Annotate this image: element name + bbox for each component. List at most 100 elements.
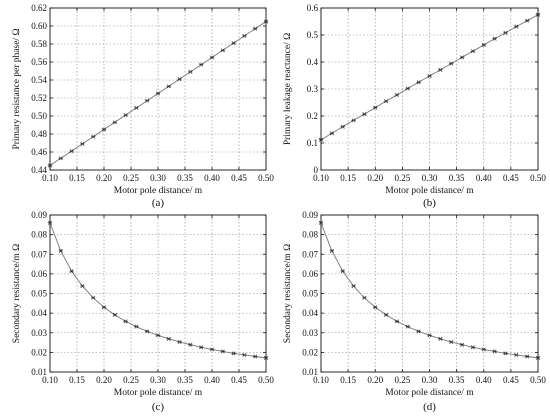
x-tick-label: 0.40 [204,173,220,183]
data-point [123,113,128,118]
grid-lines [321,8,538,170]
data-point [329,248,335,253]
data-point [209,55,215,60]
y-tick-label: 0.04 [31,308,47,318]
y-axis-label: Secondary resistance/m Ω [283,244,293,343]
y-tick-label: 0.58 [31,39,47,49]
x-tick-label: 0.20 [367,375,383,385]
x-tick-label: 0.25 [395,173,411,183]
y-tick-label: 0.3 [307,84,319,94]
panel-caption: (d) [423,401,436,413]
data-point [394,92,400,97]
x-tick-label: 0.35 [177,173,193,183]
data-point [481,347,486,352]
data-point [514,24,519,29]
x-tick-label: 0.45 [503,173,519,183]
y-tick-label: 0.04 [302,308,318,318]
data-point [199,345,204,350]
x-tick-label: 0.45 [231,173,247,183]
y-tick-label: 0.4 [307,57,319,67]
data-point [101,127,107,132]
data-point [340,269,345,274]
data-point [535,355,541,360]
grid-lines [50,8,266,170]
y-tick-label: 0.09 [31,210,47,220]
data-point [80,141,85,146]
data-point [155,91,161,96]
data-point [362,112,367,117]
data-point [438,336,443,341]
data-point [263,355,269,360]
y-tick-label: 0.5 [307,30,319,40]
data-point [145,98,150,103]
data-point [112,120,117,125]
data-point [503,351,508,356]
data-point [340,124,345,129]
data-point [449,339,454,344]
x-tick-label: 0.25 [123,173,139,183]
y-tick-label: 0.05 [302,289,318,299]
data-point [459,55,465,60]
y-axis-label: Primary leakage reactance/ Ω [283,33,293,145]
x-tick-label: 0.40 [204,375,220,385]
data-point [188,69,193,74]
y-tick-label: 0.01 [302,367,318,377]
x-tick-label: 0.25 [395,375,411,385]
data-point [101,305,107,310]
data-point [514,352,519,357]
x-tick-label: 0.20 [367,173,383,183]
y-tick-label: 0.02 [302,347,318,357]
data-point [80,284,85,289]
data-point [394,319,400,324]
data-point [123,319,128,324]
grid-lines [50,215,266,372]
data-point [253,354,258,359]
data-point [91,295,96,300]
y-tick-label: 0.1 [307,138,318,148]
data-point [91,134,96,139]
panel-caption: (c) [152,401,165,413]
y-tick-label: 0.06 [302,269,318,279]
x-tick-label: 0.10 [313,375,329,385]
data-point [231,351,236,356]
x-tick-label: 0.45 [231,375,247,385]
x-tick-label: 0.15 [340,375,356,385]
data-point [524,18,530,23]
x-tick-label: 0.40 [476,173,492,183]
data-point [416,329,421,334]
chart-panel-b: 0.10 0.15 0.20 0.25 0.30 0.35 0.40 0.45 0.50 0 0.1… [283,3,546,209]
x-tick-label: 0.50 [530,375,546,385]
data-point [231,41,236,46]
y-tick-label: 0.03 [302,328,318,338]
x-tick-label: 0.40 [476,375,492,385]
data-point [459,342,465,347]
y-tick-label: 0.07 [302,249,318,259]
data-point [47,163,53,168]
y-tick-label: 0.44 [31,165,47,175]
y-tick-label: 0.02 [31,347,47,357]
data-point [427,74,432,79]
data-point [199,62,204,67]
y-tick-label: 0.48 [31,129,47,139]
x-tick-label: 0.35 [449,375,465,385]
data-point [58,156,63,161]
y-tick-label: 0.06 [31,269,47,279]
data-point [362,295,367,300]
data-point [405,86,410,91]
data-point [351,284,356,289]
y-tick-label: 0.03 [31,328,47,338]
x-tick-label: 0.10 [42,375,58,385]
data-point [503,30,508,35]
y-tick-label: 0.09 [302,210,318,220]
x-tick-label: 0.15 [69,375,85,385]
data-point [351,118,356,123]
data-point [524,354,530,359]
data-point [166,84,171,89]
data-point [492,349,497,354]
data-point [535,12,541,17]
data-point [318,137,324,142]
data-point [329,131,335,136]
y-tick-label: 0.2 [307,111,318,121]
y-tick-label: 0.62 [31,3,47,13]
y-axis-label: Primary resistance per phase/ Ω [12,28,22,149]
